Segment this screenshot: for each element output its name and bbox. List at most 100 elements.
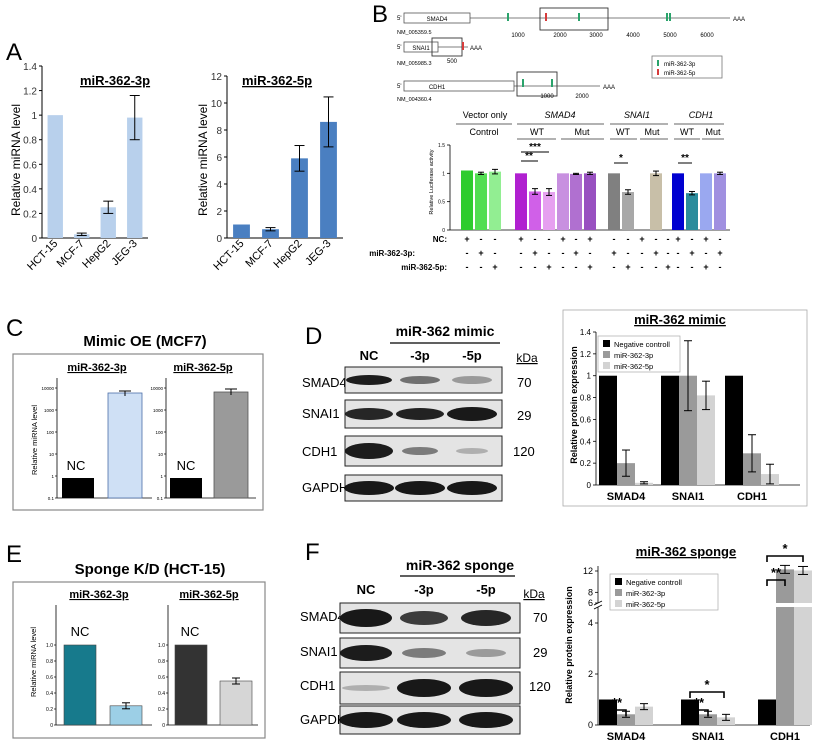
significance-bracket xyxy=(766,579,786,586)
y-tick-label: 6 xyxy=(216,153,222,164)
group-subheader: Control xyxy=(469,127,498,137)
poly-a-label: AAA xyxy=(470,46,482,52)
mimic-chart-ylabel: Relative protein expression xyxy=(569,346,579,464)
bar xyxy=(679,375,697,485)
band xyxy=(459,712,513,728)
y-tick-label: 12 xyxy=(583,566,593,576)
sign-mark: - xyxy=(691,234,694,244)
panel-e-left-chart: miR-362-3p Relative miRNA level 0 0.2 0.4 0… xyxy=(29,589,152,729)
category-label: CDH1 xyxy=(737,491,767,503)
sign-mark: - xyxy=(641,248,644,258)
bar xyxy=(617,714,635,725)
panel-a-right-chart: miR-362-5p Relative miRNA level 0 2 4 6 8 10 1… xyxy=(196,72,343,273)
sign-mark: + xyxy=(703,234,708,244)
band xyxy=(346,375,392,385)
y-tick-label: 2 xyxy=(588,669,593,679)
axis-break-gap xyxy=(793,603,813,607)
lane-label: -5p xyxy=(476,582,496,597)
blot-label: CDH1 xyxy=(302,444,337,459)
y-tick-label: 0.6 xyxy=(46,675,53,681)
y-tick-label: 1 xyxy=(587,372,592,381)
legend-swatch xyxy=(603,351,610,358)
band xyxy=(447,481,497,495)
y-tick-label: 0 xyxy=(216,234,222,245)
panel-a-right-ylabel: Relative miRNA level xyxy=(196,104,210,216)
sign-mark: - xyxy=(667,234,670,244)
panel-c-right-title: miR-362-5p xyxy=(173,362,233,374)
luciferase-chart: Relative Luciferase activity 00.511.5 **… xyxy=(429,142,730,234)
panel-b-headers: Vector only SMAD4 SNAI1 CDH1 Control WT … xyxy=(456,110,724,140)
bar xyxy=(672,173,684,230)
legend-swatch xyxy=(657,60,659,66)
panel-e-right-chart: miR-362-5p 0 0.2 0.4 0.6 0.8 1.0 NC xyxy=(158,589,258,729)
significance-mark: ** xyxy=(694,695,705,710)
treatment-table: NC: miR-362-3p: miR-362-5p: + - - + - - + - + - - +… xyxy=(369,234,722,272)
sign-mark: - xyxy=(719,234,722,244)
sponge-chart-ylabel: Relative protein expression xyxy=(564,586,574,704)
y-tick-label: 0 xyxy=(50,723,53,729)
mir-3p-site-marker xyxy=(522,79,524,87)
legend-label: miR-362-3p xyxy=(664,62,696,68)
panel-c-nc-bar xyxy=(62,478,94,498)
sign-mark: + xyxy=(546,262,551,272)
y-tick-label: 1.0 xyxy=(46,643,53,649)
sign-mark: + xyxy=(625,262,630,272)
sign-mark: + xyxy=(492,262,497,272)
category-label: SNAI1 xyxy=(672,491,704,503)
panel-c-ylabel: Relative miRNA level xyxy=(30,405,39,475)
kda-value: 120 xyxy=(529,679,551,694)
accession-label: NM_005985.3 xyxy=(397,61,432,67)
y-tick-label: 0.6 xyxy=(580,415,592,424)
panel-d: D miR-362 mimic NC -3p -5p kDa SMAD4 SNA… xyxy=(302,309,808,507)
y-tick-label: 0.4 xyxy=(158,691,165,697)
bar xyxy=(776,569,794,725)
legend-swatch xyxy=(615,578,622,585)
band xyxy=(402,648,446,658)
band xyxy=(447,407,497,421)
lane-label: NC xyxy=(357,582,376,597)
significance-mark: ** xyxy=(771,565,782,580)
y-tick-label: 10 xyxy=(211,99,223,110)
gene-name: CDH1 xyxy=(429,85,446,91)
band xyxy=(340,609,392,627)
bar xyxy=(320,121,337,238)
legend-label: miR-362-5p xyxy=(614,362,653,371)
bar xyxy=(233,224,250,238)
significance-mark: * xyxy=(782,541,788,556)
y-tick-label: 8 xyxy=(216,126,222,137)
significance-mark: * xyxy=(619,153,623,164)
panel-f-header: miR-362 sponge xyxy=(406,557,514,573)
y-tick-label: 1 xyxy=(31,111,37,122)
five-prime-label: 5' xyxy=(397,45,401,51)
panel-f-letter: F xyxy=(305,539,320,566)
mimic-chart-frame xyxy=(562,309,808,507)
band xyxy=(345,443,393,459)
group-header: SNAI1 xyxy=(624,110,650,120)
y-tick-label: 1.5 xyxy=(438,143,445,149)
legend-swatch xyxy=(603,340,610,347)
blot-label: SNAI1 xyxy=(300,644,338,659)
mir-3p-site-marker xyxy=(669,13,671,21)
panel-f: F miR-362 sponge NC -3p -5p kDa SMAD4 SN… xyxy=(300,539,813,741)
sign-mark: + xyxy=(675,234,680,244)
band xyxy=(400,376,440,384)
sign-mark: - xyxy=(520,248,523,258)
y-tick-label: 0.2 xyxy=(46,707,53,713)
panel-a-letter: A xyxy=(6,39,22,66)
blot-label: SMAD4 xyxy=(300,609,345,624)
mir-3p-site-marker xyxy=(578,13,580,21)
panel-c: C Mimic OE (MCF7) miR-362-3p Relative mi… xyxy=(6,315,264,511)
band xyxy=(340,645,392,661)
legend-swatch xyxy=(615,589,622,596)
axis-tick: 6000 xyxy=(700,33,714,39)
bar xyxy=(74,234,90,238)
kda-header: kDa xyxy=(516,351,538,365)
legend-swatch xyxy=(657,69,659,75)
y-tick-label: 0.1 xyxy=(157,496,164,501)
y-tick-label: 0.8 xyxy=(46,659,53,665)
significance-mark: *** xyxy=(529,142,541,153)
panel-e: E Sponge K/D (HCT-15) miR-362-3p Relativ… xyxy=(6,541,266,739)
row-label: miR-362-5p: xyxy=(401,263,447,272)
gene-map-cdh1: 5' CDH1 AAA NM_004360.4 1000 2000 xyxy=(397,71,615,103)
luciferase-significance: ** *** * ** xyxy=(521,142,692,164)
